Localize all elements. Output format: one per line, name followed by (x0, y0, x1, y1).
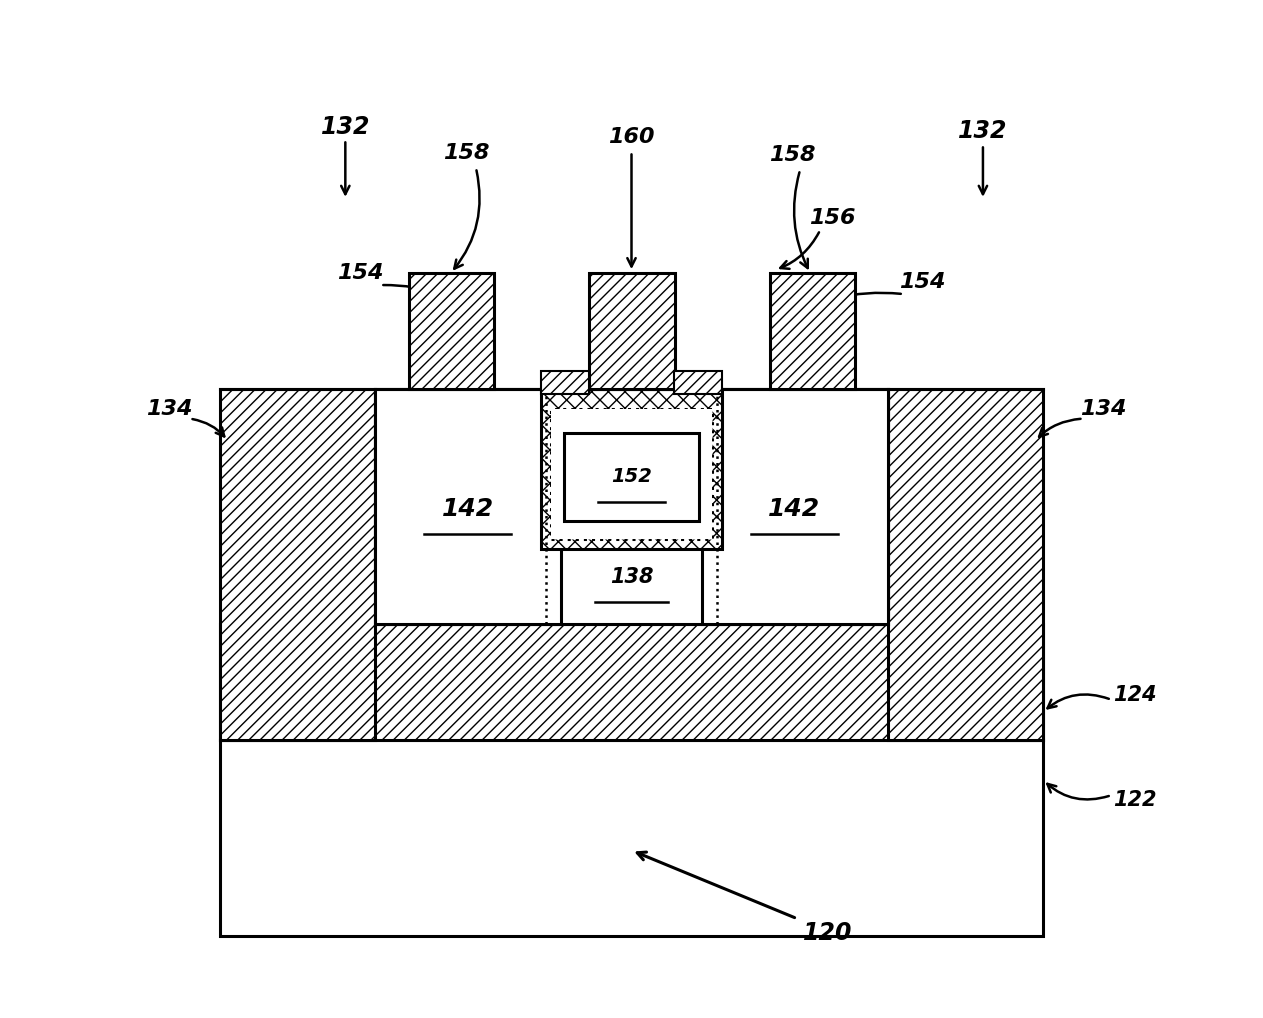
Bar (551, 408, 712, 540)
Bar (565, 433, 698, 521)
Text: 134: 134 (1080, 399, 1127, 418)
Text: 138: 138 (610, 567, 653, 587)
Text: 152: 152 (611, 467, 652, 487)
Bar (375, 389, 888, 624)
Bar (673, 372, 722, 394)
Text: 154: 154 (337, 263, 384, 283)
Bar (375, 389, 561, 624)
Bar (702, 389, 888, 624)
Bar (409, 273, 494, 389)
Text: 158: 158 (442, 143, 489, 163)
Text: 122: 122 (1114, 790, 1157, 810)
Text: 154: 154 (899, 272, 946, 292)
Text: 132: 132 (321, 115, 370, 139)
Text: 120: 120 (802, 920, 853, 945)
Bar (541, 372, 590, 394)
Text: 124: 124 (1114, 685, 1157, 704)
Bar (220, 624, 1043, 740)
Bar (220, 389, 375, 740)
Text: 142: 142 (768, 497, 820, 521)
Bar (551, 408, 712, 540)
Text: 158: 158 (769, 145, 816, 165)
Text: 142: 142 (442, 497, 494, 521)
Text: 132: 132 (959, 119, 1008, 144)
Bar (888, 389, 1043, 740)
Bar (590, 273, 674, 389)
Bar (541, 389, 722, 549)
Bar (770, 273, 855, 389)
Text: 134: 134 (147, 399, 193, 418)
Text: 160: 160 (609, 127, 654, 148)
Text: 156: 156 (810, 208, 855, 228)
Bar (220, 740, 1043, 936)
